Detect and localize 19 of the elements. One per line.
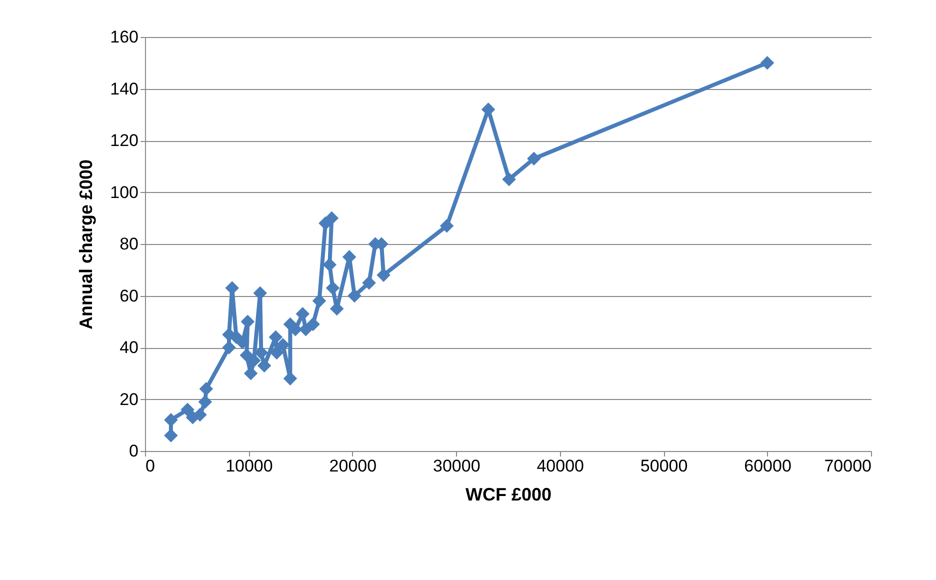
y-axis-title: Annual charge £000 — [76, 159, 96, 330]
y-tick-label: 0 — [129, 442, 138, 460]
x-tick-label: 60000 — [744, 456, 792, 476]
x-tick-label: 50000 — [640, 456, 688, 476]
y-tick-label: 60 — [120, 286, 138, 306]
y-tick-label: 40 — [120, 338, 138, 357]
y-tick-label: 100 — [110, 182, 138, 202]
x-tick-label: 10000 — [226, 456, 273, 476]
x-tick-label: 20000 — [329, 456, 377, 476]
y-tick-label: 80 — [120, 234, 138, 254]
y-tick-label: 20 — [120, 390, 138, 409]
y-tick-label: 120 — [110, 131, 138, 150]
x-tick-label: 0 — [146, 456, 155, 476]
x-axis-title: WCF £000 — [465, 484, 552, 504]
x-tick-label: 40000 — [536, 456, 584, 476]
x-tick-label: 70000 — [824, 456, 872, 476]
y-tick-label: 140 — [110, 79, 138, 98]
x-tick-label: 30000 — [433, 456, 480, 476]
y-tick-label: 160 — [110, 28, 138, 46]
